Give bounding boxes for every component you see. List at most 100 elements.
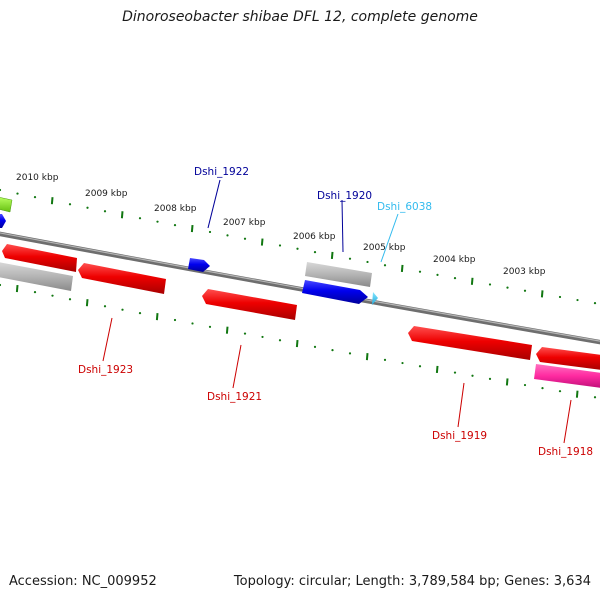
gene-arrow-dshi-1918[interactable] (536, 347, 600, 370)
outer-scale-minor-tick (383, 264, 387, 267)
inner-scale-minor-tick (541, 387, 544, 390)
outer-scale-major-tick (470, 277, 474, 285)
inner-scale-minor-tick (243, 332, 247, 335)
inner-scale-minor-tick (208, 325, 212, 328)
inner-scale-major-tick (85, 299, 89, 307)
misc-feature-dshi-1918[interactable] (534, 364, 600, 388)
accession-label: Accession: NC_009952 (9, 574, 157, 589)
rna-feature[interactable] (0, 197, 13, 213)
label-dshi-6038[interactable]: Dshi_6038 (377, 201, 432, 213)
inner-scale-minor-tick (488, 377, 492, 380)
gene-arrow-dshi-6038[interactable] (372, 292, 378, 305)
inner-scale-minor-tick (348, 352, 352, 355)
leader-dshi-1920 (341, 199, 344, 253)
inner-scale-major-tick (365, 353, 369, 361)
outer-scale-minor-tick (488, 283, 492, 286)
inner-scale-major-tick (575, 390, 579, 398)
pseudogene-dshi-1920[interactable] (305, 262, 372, 287)
inner-scale-minor-tick (138, 312, 142, 315)
inner-scale-minor-tick (121, 308, 124, 311)
outer-scale-minor-tick (243, 237, 247, 240)
label-dshi-1921[interactable]: Dshi_1921 (207, 391, 262, 403)
inner-scale-minor-tick (471, 374, 474, 377)
inner-scale-minor-tick (191, 322, 194, 325)
outer-scale-minor-tick (576, 298, 579, 302)
gene-arrow-dshi-1921[interactable] (202, 289, 297, 320)
label-dshi-1923[interactable]: Dshi_1923 (78, 364, 133, 376)
scale-label-2009: 2009 kbp (85, 189, 128, 199)
outer-scale-minor-tick (0, 188, 2, 192)
inner-scale-minor-tick (331, 349, 334, 352)
scale-label-2007: 2007 kbp (223, 218, 266, 228)
outer-scale-minor-tick (453, 276, 457, 280)
leader-dshi-1923 (102, 317, 113, 362)
leader-dshi-1921 (232, 344, 242, 389)
outer-scale-minor-tick (296, 247, 299, 250)
gene-arrow-dshi-1923[interactable] (2, 244, 77, 272)
gene-arrow-reverse-1[interactable] (78, 263, 166, 294)
inner-scale-minor-tick (313, 345, 317, 348)
scale-label-2010: 2010 kbp (16, 173, 59, 183)
outer-scale-minor-tick (68, 203, 72, 206)
outer-scale-major-tick (400, 264, 404, 273)
inner-scale-minor-tick (418, 365, 422, 368)
inner-scale-major-tick (225, 326, 229, 334)
inner-scale-minor-tick (593, 396, 597, 399)
outer-scale-ticks (0, 188, 597, 305)
leader-dshi-1919 (457, 382, 465, 428)
gene-arrow-left-edge[interactable] (0, 214, 6, 228)
outer-scale-minor-tick (226, 234, 229, 237)
label-dshi-1922[interactable]: Dshi_1922 (194, 166, 249, 178)
outer-scale-minor-tick (156, 220, 159, 223)
inner-scale-minor-tick (453, 371, 457, 374)
inner-scale-minor-tick (401, 361, 404, 365)
scale-label-2005: 2005 kbp (363, 243, 406, 253)
scale-label-2008: 2008 kbp (154, 204, 197, 214)
scale-label-2003: 2003 kbp (503, 267, 546, 277)
inner-scale-minor-tick (383, 358, 387, 361)
outer-scale-minor-tick (418, 270, 422, 273)
genome-backbone (0, 231, 600, 345)
scale-label-2004: 2004 kbp (433, 255, 476, 265)
outer-scale-minor-tick (558, 295, 562, 299)
outer-scale-major-tick (50, 197, 54, 205)
outer-scale-minor-tick (366, 260, 369, 264)
outer-scale-major-tick (330, 251, 334, 259)
outer-scale-minor-tick (138, 217, 142, 220)
leader-dshi-1918 (563, 399, 572, 444)
genome-summary: Topology: circular; Length: 3,789,584 bp… (233, 574, 591, 589)
outer-scale-minor-tick (436, 273, 439, 277)
gene-arrow-dshi-1922[interactable] (188, 258, 210, 272)
title: Dinoroseobacter shibae DFL 12, complete … (122, 9, 478, 25)
gene-arrow-dshi-1920[interactable] (302, 280, 368, 304)
outer-scale-minor-tick (593, 302, 597, 305)
label-dshi-1918[interactable]: Dshi_1918 (538, 446, 593, 458)
inner-scale-minor-tick (523, 383, 527, 387)
outer-scale-minor-tick (313, 250, 317, 254)
genome-backbone-highlight (0, 232, 600, 342)
label-dshi-1919[interactable]: Dshi_1919 (432, 430, 487, 442)
inner-scale-minor-tick (103, 305, 107, 308)
inner-scale-minor-tick (558, 390, 562, 393)
scale-label-2006: 2006 kbp (293, 232, 336, 242)
inner-scale-minor-tick (173, 318, 177, 322)
outer-scale-major-tick (540, 290, 544, 298)
inner-scale-minor-tick (33, 291, 37, 294)
inner-scale-major-tick (435, 365, 439, 374)
label-dshi-1920[interactable]: Dshi_1920 (317, 190, 372, 202)
outer-scale-minor-tick (173, 224, 177, 227)
outer-scale-minor-tick (16, 192, 19, 195)
inner-scale-minor-tick (68, 298, 72, 301)
inner-scale-major-tick (505, 378, 509, 386)
inner-scale-major-tick (15, 284, 19, 293)
inner-scale-ticks (0, 283, 597, 399)
inner-scale-minor-tick (278, 339, 282, 342)
inner-scale-major-tick (295, 339, 299, 348)
pseudogene-left[interactable] (0, 262, 73, 291)
gene-arrow-dshi-1919[interactable] (408, 326, 532, 360)
outer-scale-minor-tick (278, 244, 282, 247)
outer-scale-major-tick (260, 238, 264, 246)
outer-scale-major-tick (120, 211, 124, 219)
inner-scale-minor-tick (261, 335, 264, 339)
